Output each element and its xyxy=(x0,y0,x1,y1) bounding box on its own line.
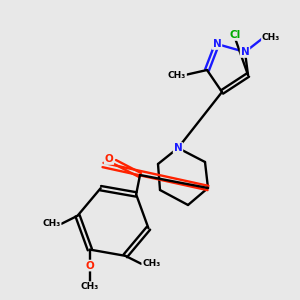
Text: O: O xyxy=(105,154,113,164)
Text: N: N xyxy=(174,143,182,153)
Text: N: N xyxy=(213,39,221,49)
Text: O: O xyxy=(85,261,94,271)
Text: CH₃: CH₃ xyxy=(81,282,99,291)
Text: CH₃: CH₃ xyxy=(262,34,280,43)
Text: N: N xyxy=(241,47,249,57)
Text: CH₃: CH₃ xyxy=(142,259,160,268)
Text: Cl: Cl xyxy=(230,30,241,40)
Text: CH₃: CH₃ xyxy=(168,70,186,80)
Text: CH₃: CH₃ xyxy=(42,219,61,228)
